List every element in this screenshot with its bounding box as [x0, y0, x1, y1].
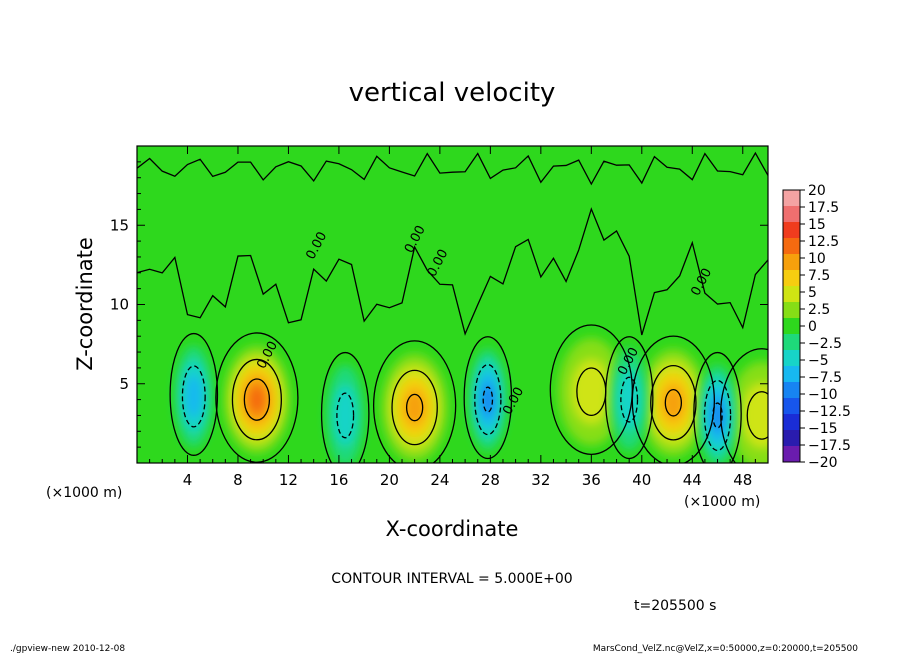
x-tick-label: 12 — [279, 471, 298, 489]
field-feature — [326, 364, 365, 463]
colorbar-swatch — [783, 334, 800, 351]
time-text: t=205500 s — [634, 598, 716, 614]
zero-contour — [169, 332, 219, 456]
contour-line — [181, 365, 206, 428]
zero-contour — [137, 207, 768, 336]
contour-line — [712, 402, 723, 429]
zero-contour — [604, 336, 654, 460]
x-tick-label: 24 — [430, 471, 449, 489]
colorbar-swatch — [783, 190, 800, 207]
field-feature — [174, 345, 213, 448]
contour-line — [703, 379, 732, 452]
colorbar-label: −5 — [808, 353, 829, 369]
colorbar-swatch — [783, 382, 800, 399]
x-tick-label: 32 — [531, 471, 550, 489]
footer-right: MarsCond_VelZ.nc@VelZ,x=0:50000,z=0:2000… — [593, 644, 858, 654]
zero-contour — [372, 340, 457, 463]
colorbar-label: 0 — [808, 319, 817, 335]
y-axis-title: Z-coordinate — [73, 237, 97, 371]
field-level — [742, 383, 768, 448]
contour-line — [231, 358, 282, 441]
field-feature — [224, 345, 290, 454]
zero-contour — [720, 348, 768, 463]
x-tick-label: 48 — [733, 471, 752, 489]
colorbar-swatch — [783, 302, 800, 319]
chart-title: vertical velocity — [349, 78, 556, 108]
x-tick-label: 28 — [481, 471, 500, 489]
zero-contour — [137, 151, 768, 186]
zero-contour — [320, 351, 370, 463]
contour-line — [482, 386, 494, 413]
colorbar: 2017.51512.5107.552.50−2.5−5−7.5−10−12.5… — [782, 183, 851, 471]
y-tick-label: 15 — [110, 216, 129, 234]
contour-line — [336, 392, 355, 439]
x-tick-label: 36 — [582, 471, 601, 489]
contour-line — [664, 388, 683, 417]
colorbar-swatch — [783, 270, 800, 287]
contour-line — [620, 376, 639, 423]
colorbar-label: −10 — [808, 387, 838, 403]
field-feature — [698, 364, 737, 463]
colorbar-swatch — [783, 414, 800, 431]
colorbar-label: 7.5 — [808, 268, 830, 284]
plot-area: 0.00 0.000.000.000.000.000.00 4 8 12 16 20 24 2… — [110, 145, 769, 489]
colorbar-label: −20 — [808, 455, 838, 471]
field-level — [185, 374, 202, 419]
contour-line — [746, 391, 768, 440]
colorbar-swatch — [783, 430, 800, 447]
colorbar-swatch — [783, 254, 800, 271]
colorbar-label: 12.5 — [808, 234, 839, 250]
x-tick-label: 8 — [233, 471, 243, 489]
colorbar-swatch — [783, 366, 800, 383]
contour-lines — [137, 151, 768, 463]
colorbar-label: −12.5 — [808, 404, 851, 420]
field-level — [247, 384, 266, 415]
y-axis-ticks: 5 10 15 — [110, 161, 768, 448]
contour-line — [391, 369, 438, 446]
colorbar-swatch — [783, 350, 800, 367]
contour-interval-text: CONTOUR INTERVAL = 5.000E+00 — [331, 571, 572, 587]
x-tick-label: 20 — [380, 471, 399, 489]
zero-contour — [215, 332, 299, 463]
colorbar-label: −7.5 — [808, 370, 842, 386]
x-tick-label: 16 — [329, 471, 348, 489]
x-axis-ticks: 4 8 12 16 20 24 28 32 36 40 44 48 — [149, 146, 756, 489]
colorbar-swatch — [783, 238, 800, 255]
x-axis-title: X-coordinate — [386, 517, 519, 541]
colorbar-swatch — [783, 222, 800, 239]
colorbar-label: 5 — [808, 285, 817, 301]
x-tick-label: 44 — [683, 471, 702, 489]
contour-line — [243, 378, 271, 421]
colorbar-label: −15 — [808, 421, 838, 437]
colorbar-swatch — [783, 286, 800, 303]
x-tick-label: 4 — [183, 471, 193, 489]
colorbar-swatch — [783, 206, 800, 223]
colorbar-label: 15 — [808, 217, 826, 233]
x-unit-label-left: (×1000 m) — [46, 485, 122, 501]
colorbar-swatch — [783, 446, 800, 463]
colorbar-label: 17.5 — [808, 200, 839, 216]
colorbar-swatch — [783, 318, 800, 335]
zero-contour — [463, 336, 513, 460]
colorbar-label: −2.5 — [808, 336, 842, 352]
zero-contour — [693, 351, 742, 463]
y-tick-label: 5 — [119, 375, 129, 393]
colorbar-label: 10 — [808, 251, 826, 267]
colorbar-label: 2.5 — [808, 302, 830, 318]
x-unit-label-right: (×1000 m) — [684, 494, 760, 510]
colorbar-label: 20 — [808, 183, 826, 199]
contour-line — [650, 364, 697, 441]
x-tick-label: 40 — [632, 471, 651, 489]
colorbar-swatch — [783, 398, 800, 415]
y-tick-label: 10 — [110, 296, 129, 314]
contour-line — [405, 393, 424, 422]
colorbar-label: −17.5 — [808, 438, 851, 454]
footer-left: ./gpview-new 2010-12-08 — [10, 644, 125, 654]
zero-contour — [549, 324, 633, 455]
